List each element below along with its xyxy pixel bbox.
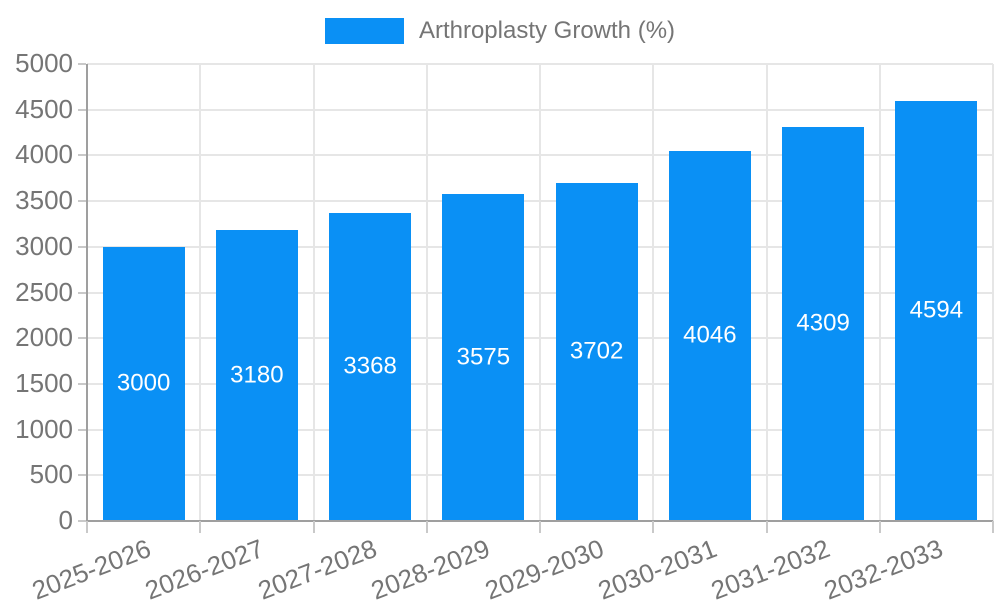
bar-value-label: 3702 [569,337,624,365]
x-axis-tick-label: 2027-2028 [254,533,381,600]
v-gridline [539,64,541,521]
x-axis-tick-label: 2028-2029 [367,533,495,600]
x-tick-mark [312,521,315,533]
y-axis-tick-label: 0 [58,504,73,535]
x-axis-tick-label: 2029-2030 [480,533,608,600]
x-tick-mark [86,521,88,533]
x-axis-tick-label: 2025-2026 [27,533,155,600]
y-axis-tick-label: 5000 [15,47,73,78]
y-tick-mark [77,63,86,65]
y-axis-tick-label: 2000 [15,322,73,353]
x-tick-mark [765,521,768,533]
y-axis-tick-label: 3500 [15,184,73,215]
y-axis-tick-label: 4000 [15,139,73,170]
y-tick-mark [77,520,86,522]
v-gridline [199,64,202,521]
x-tick-mark [652,521,655,533]
x-tick-mark [425,521,428,533]
v-gridline [992,64,994,521]
y-tick-mark [77,382,86,385]
y-axis-tick-label: 3000 [15,230,73,261]
y-axis-line [85,64,88,523]
bar[interactable]: 4309 [782,127,865,521]
y-tick-mark [77,154,86,157]
bar[interactable]: 3180 [215,230,298,521]
plot-area: 3000 3180 3368 3575 3702 4046 4309 4594 [87,63,994,521]
y-axis-tick-label: 1000 [15,413,73,444]
bar-value-label: 3368 [343,352,397,380]
bar-value-label: 4046 [683,321,737,349]
y-axis-tick-label: 4500 [15,93,73,124]
v-gridline [425,64,428,521]
bar-value-label: 4594 [909,296,964,324]
x-axis-tick-label: 2032-2033 [820,533,948,600]
y-tick-mark [77,108,86,111]
v-gridline [878,64,881,521]
y-tick-mark [77,337,86,340]
y-axis-tick-label: 500 [29,459,73,490]
bar[interactable]: 3575 [442,194,525,521]
bar-value-label: 4309 [796,309,850,337]
bar-value-label: 3180 [230,361,284,389]
bar[interactable]: 4046 [668,151,751,521]
y-tick-mark [77,291,86,294]
v-gridline [312,64,315,521]
y-tick-mark [77,200,86,203]
legend-swatch[interactable] [324,18,404,44]
bar[interactable]: 3368 [329,213,412,521]
y-axis-tick-label: 1500 [15,367,73,398]
legend[interactable]: Arthroplasty Growth (%) [0,17,1000,45]
bar[interactable]: 3702 [555,182,638,521]
x-tick-mark [992,521,994,533]
bar[interactable]: 3000 [102,246,185,521]
bar[interactable]: 4594 [895,101,978,521]
x-tick-mark [199,521,202,533]
x-tick-mark [878,521,881,533]
x-axis-tick-label: 2026-2027 [140,533,268,600]
x-axis-tick-label: 2030-2031 [593,533,721,600]
x-tick-mark [539,521,541,533]
v-gridline [652,64,655,521]
y-tick-mark [77,245,86,248]
y-axis-tick-label: 2500 [15,276,73,307]
legend-label[interactable]: Arthroplasty Growth (%) [418,17,676,44]
y-tick-mark [77,474,86,477]
y-tick-mark [77,428,86,431]
v-gridline [765,64,768,521]
x-axis-tick-label: 2031-2032 [707,533,834,600]
bar-value-label: 3575 [456,343,511,371]
bar-value-label: 3000 [116,369,171,397]
